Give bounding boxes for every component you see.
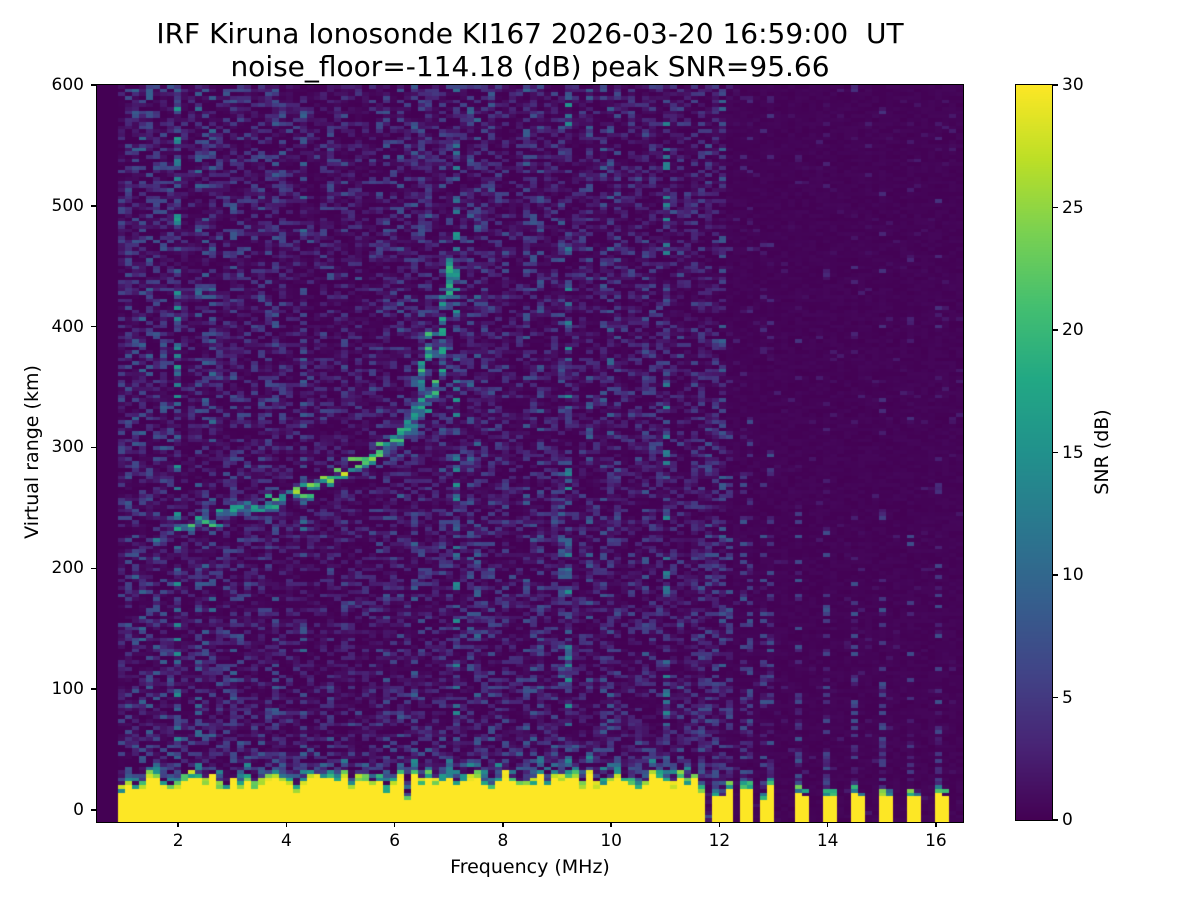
chart-subtitle: noise_floor=-114.18 (dB) peak SNR=95.66 [230, 50, 830, 83]
colorbar-tick-mark-30 [1053, 84, 1058, 86]
x-tick-label-12: 12 [708, 831, 731, 851]
y-tick-mark-600 [91, 84, 96, 86]
colorbar-label: SNR (dB) [1091, 409, 1113, 495]
y-tick-mark-0 [91, 809, 96, 811]
y-tick-mark-200 [91, 567, 96, 570]
y-tick-label-400: 400 [51, 316, 84, 337]
plot-area [96, 84, 964, 823]
x-tick-label-10: 10 [600, 831, 622, 851]
y-tick-label-0: 0 [73, 799, 84, 820]
colorbar-tick-mark-5 [1053, 696, 1058, 699]
x-tick-mark-6 [393, 822, 396, 827]
x-tick-label-2: 2 [172, 831, 184, 851]
colorbar-tick-label-5: 5 [1062, 687, 1073, 708]
colorbar-tick-label-25: 25 [1062, 197, 1084, 218]
x-tick-label-4: 4 [281, 831, 292, 851]
x-tick-mark-16 [935, 822, 937, 827]
x-tick-mark-2 [177, 822, 179, 827]
colorbar-tick-mark-0 [1053, 819, 1058, 821]
y-tick-label-500: 500 [51, 195, 84, 216]
colorbar-tick-label-30: 30 [1062, 75, 1084, 95]
y-tick-mark-500 [91, 205, 96, 207]
colorbar [1015, 84, 1053, 821]
colorbar-tick-mark-25 [1053, 206, 1058, 209]
colorbar-tick-mark-10 [1053, 574, 1058, 576]
chart-title: IRF Kiruna Ionosonde KI167 2026-03-20 16… [156, 17, 904, 50]
x-tick-mark-14 [826, 822, 829, 827]
x-axis-label: Frequency (MHz) [450, 856, 610, 878]
ionogram-heatmap-canvas [97, 85, 963, 822]
colorbar-gradient-canvas [1016, 85, 1052, 820]
y-tick-label-100: 100 [51, 679, 84, 700]
colorbar-tick-mark-20 [1053, 329, 1058, 331]
y-tick-label-200: 200 [51, 558, 84, 579]
y-tick-label-300: 300 [51, 437, 84, 458]
x-tick-label-6: 6 [389, 831, 401, 851]
x-tick-mark-10 [610, 822, 612, 827]
colorbar-tick-label-0: 0 [1062, 810, 1073, 830]
x-tick-label-16: 16 [925, 831, 947, 851]
y-tick-label-600: 600 [51, 75, 84, 95]
colorbar-tick-label-15: 15 [1062, 442, 1084, 463]
x-tick-label-14: 14 [816, 831, 839, 851]
colorbar-tick-label-20: 20 [1062, 320, 1084, 340]
y-axis-label: Virtual range (km) [21, 365, 43, 539]
colorbar-tick-mark-15 [1053, 451, 1058, 454]
x-tick-mark-8 [502, 822, 504, 827]
y-tick-mark-300 [91, 446, 96, 449]
y-tick-mark-400 [91, 325, 96, 328]
x-tick-mark-4 [285, 822, 288, 827]
x-tick-mark-12 [718, 822, 721, 827]
x-tick-label-8: 8 [497, 831, 509, 851]
colorbar-tick-label-10: 10 [1062, 565, 1084, 585]
y-tick-mark-100 [91, 688, 96, 690]
